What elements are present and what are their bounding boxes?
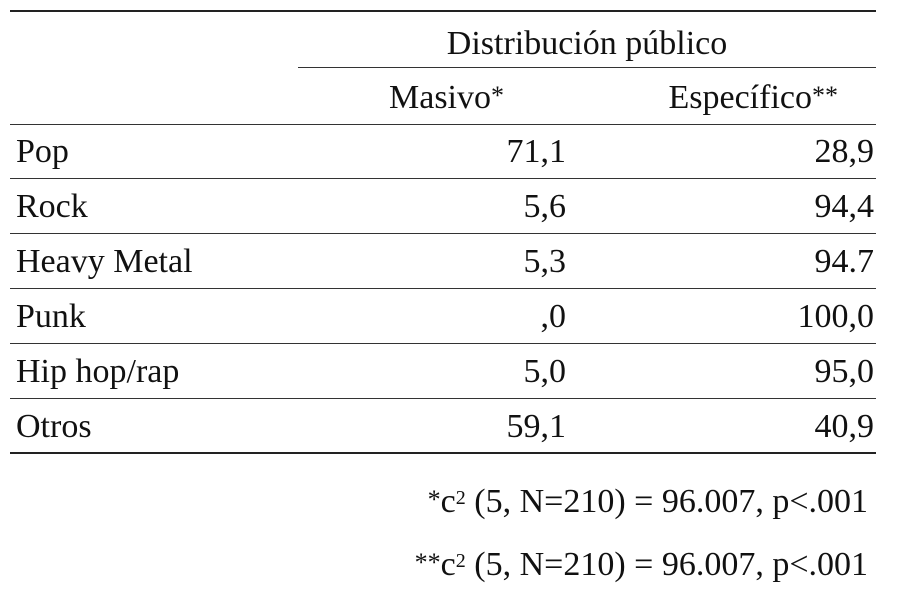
row-genre: Pop [16,133,69,170]
footnote-superscript: 2 [455,550,466,572]
footnote-symbol: c [440,546,456,583]
row-genre: Punk [16,298,86,335]
footnote-text: (5, N=210) = 96.007, p<.001 [465,546,868,583]
column-header-especifico-marker: ** [812,81,838,110]
table-row: Pop 71,1 28,9 [10,124,876,179]
table-row: Punk ,0 100,0 [10,289,876,344]
row-especifico-value: 94,4 [814,188,875,225]
row-masivo-value: 5,6 [523,188,567,225]
row-masivo-value: ,0 [540,298,567,335]
column-header-especifico-label: Específico [668,79,813,116]
table-row: Otros 59,1 40,9 [10,399,876,454]
row-genre: Hip hop/rap [16,353,180,390]
footnote-marker: ** [414,548,441,577]
row-masivo-value: 59,1 [506,408,567,445]
row-masivo-value: 5,3 [523,243,567,280]
footnote-especifico: **c2 (5, N=210) = 96.007, p<.001 [415,545,868,585]
row-masivo-value: 5,0 [523,353,567,390]
footnote-symbol: c [440,483,456,520]
group-header-rule [298,67,876,68]
footnote-marker: * [427,485,441,514]
row-especifico-value: 94.7 [814,243,875,280]
group-header: Distribución público [446,25,728,62]
column-header-masivo-marker: * [491,81,504,110]
row-rule [10,288,876,289]
row-genre: Otros [16,408,92,445]
table-top-rule [10,10,876,12]
row-genre: Heavy Metal [16,243,193,280]
row-rule [10,343,876,344]
table-row: Hip hop/rap 5,0 95,0 [10,344,876,399]
row-especifico-value: 100,0 [797,298,875,335]
footnote-text: (5, N=210) = 96.007, p<.001 [465,483,868,520]
row-rule [10,178,876,179]
table-bottom-rule [10,452,876,454]
table-row: Rock 5,6 94,4 [10,179,876,234]
row-masivo-value: 71,1 [506,133,567,170]
header-rule [10,124,876,125]
row-rule [10,398,876,399]
footnote-masivo: *c2 (5, N=210) = 96.007, p<.001 [428,482,868,522]
row-especifico-value: 95,0 [814,353,875,390]
footnote-superscript: 2 [455,487,466,509]
row-rule [10,233,876,234]
column-header-masivo: Masivo* [298,78,504,118]
table-row: Heavy Metal 5,3 94.7 [10,234,876,289]
column-header-masivo-label: Masivo [389,79,491,116]
row-genre: Rock [16,188,88,225]
row-especifico-value: 40,9 [814,408,875,445]
row-especifico-value: 28,9 [814,133,875,170]
column-header-especifico: Específico** [570,78,839,118]
